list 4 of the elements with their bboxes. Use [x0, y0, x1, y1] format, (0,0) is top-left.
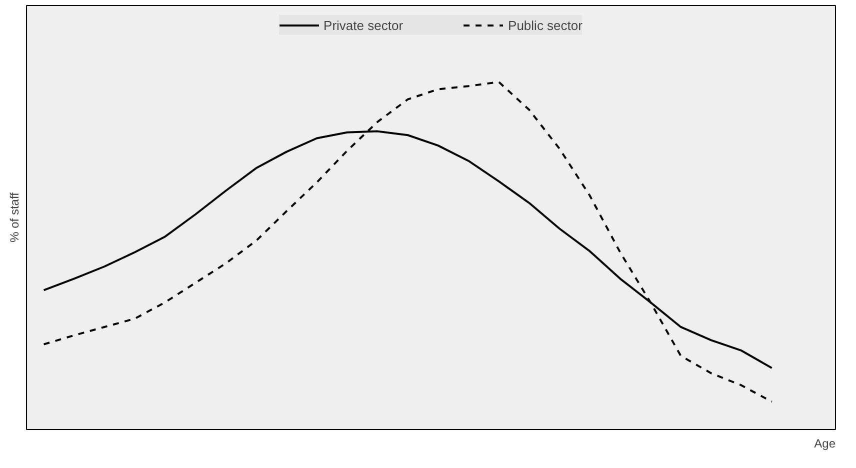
x-axis-title: Age [814, 436, 836, 450]
y-axis-title: % of staff [8, 192, 22, 242]
legend-label: Public sector [508, 18, 582, 32]
legend-label: Private sector [324, 18, 404, 32]
